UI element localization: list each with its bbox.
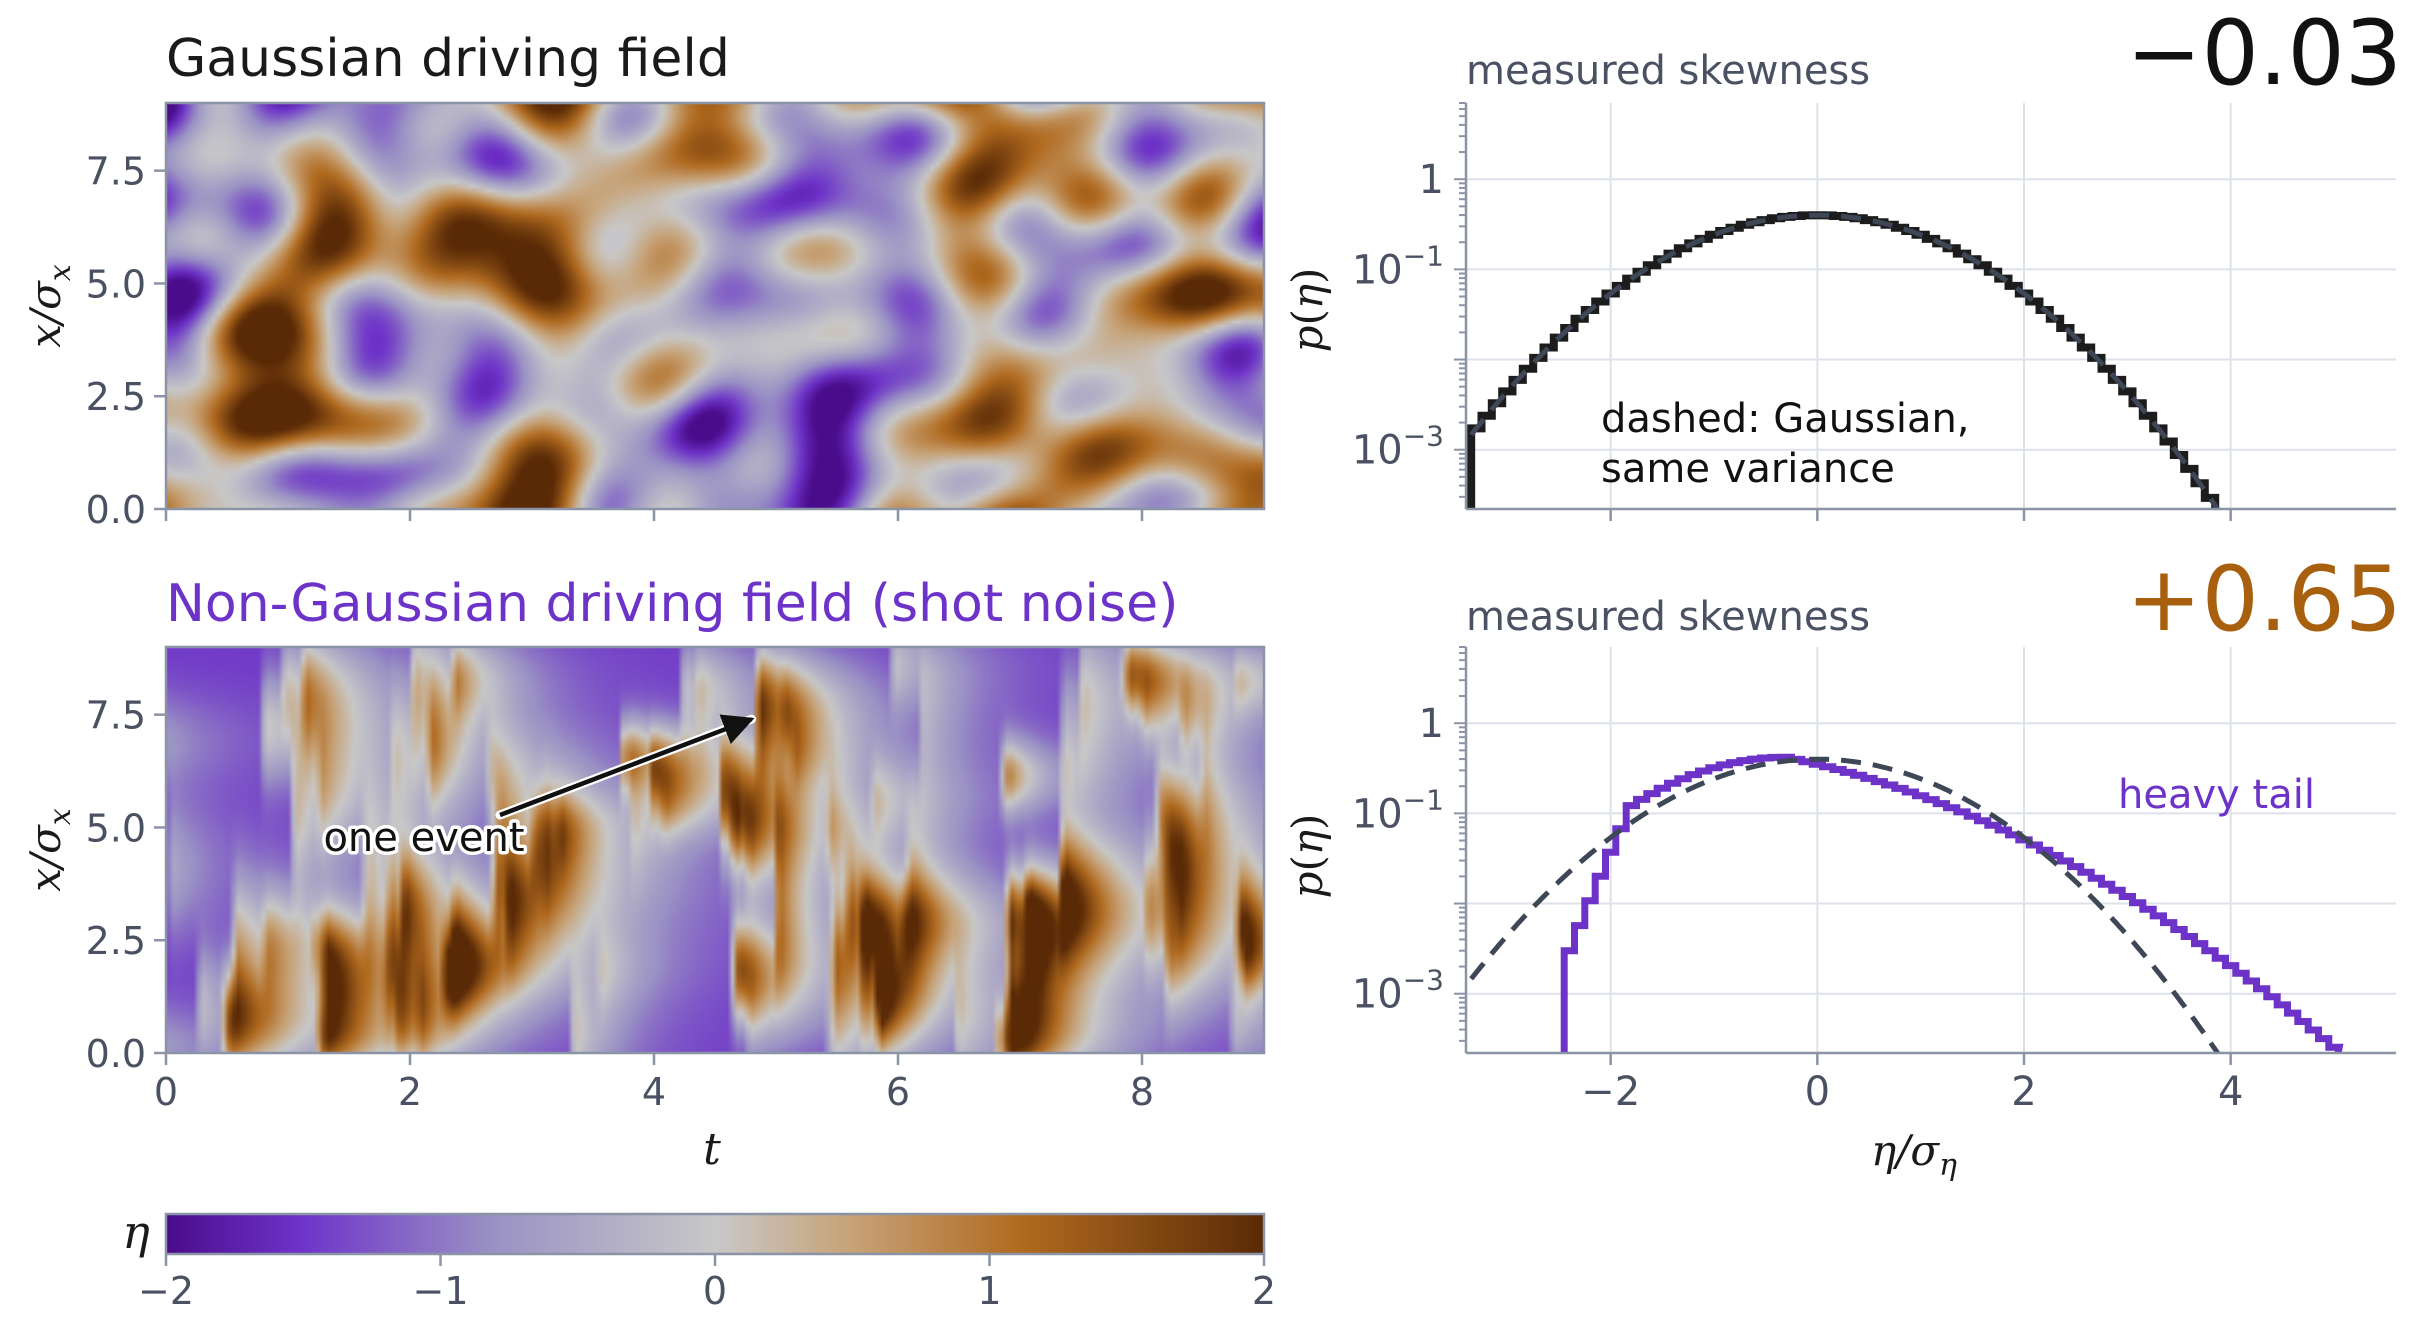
- hist-shotnoise-xlabel: η/ση: [1871, 1126, 1957, 1183]
- hist-shotnoise-subtitle: measured skewness: [1466, 594, 1870, 640]
- ytick-label: 7.5: [86, 694, 146, 738]
- heatmap-shotnoise-ylabel: x/σx: [21, 808, 78, 892]
- ytick-label: 0.0: [86, 488, 146, 532]
- heatmap-gaussian-axes: 0.0 2.5 5.0 7.5: [86, 150, 1144, 532]
- ytick-label: 5.0: [86, 262, 146, 306]
- ytick-label: 5.0: [86, 806, 146, 850]
- colorbar-tick-label: 1: [977, 1269, 1001, 1313]
- ytick-label: 0.0: [86, 1032, 146, 1076]
- hist-gaussian-skewness: −0.03: [2126, 1, 2402, 106]
- heatmap-gaussian-ylabel: x/σx: [21, 264, 78, 348]
- colorbar-label: η: [122, 1205, 150, 1259]
- xtick-label: 4: [2218, 1069, 2243, 1115]
- heatmap-gaussian-title: Gaussian driving field: [166, 29, 730, 89]
- colorbar-tick-label: −2: [138, 1269, 194, 1313]
- gaussian-reference-dashed-line: [1469, 212, 2221, 509]
- xtick-label: 8: [1130, 1070, 1154, 1114]
- ytick-label: 10−1: [1352, 239, 1444, 293]
- histogram-step-line: [1560, 753, 2344, 1053]
- plot-area: [1467, 211, 2230, 509]
- xtick-label: 2: [398, 1070, 422, 1114]
- hist-gaussian-annotation-line1: dashed: Gaussian,: [1601, 396, 1970, 442]
- gaussian-reference-dashed-line: [1469, 756, 2221, 1053]
- hist-gaussian-plot: 1 10−1 10−3: [1352, 102, 2396, 521]
- hist-gaussian-panel: measured skewness −0.03 1 10−1 10−3 p(η) d…: [1283, 1, 2402, 521]
- heatmap-shotnoise-xlabel: t: [703, 1124, 721, 1175]
- hist-gaussian-annotation-line2: same variance: [1601, 446, 1895, 492]
- plot-area: [1469, 753, 2344, 1053]
- heatmap-shotnoise-axes: 0.0 2.5 5.0 7.5 0 2 4 6 8: [86, 694, 1155, 1114]
- colorbar-bar: [164, 1212, 1266, 1256]
- one-event-label: one event: [323, 815, 524, 861]
- hist-shotnoise-plot: 1 10−1 10−3 −2 0 2 4: [1352, 646, 2396, 1115]
- ytick-label: 2.5: [86, 919, 146, 963]
- ytick-label: 2.5: [86, 375, 146, 419]
- xtick-label: −2: [1581, 1069, 1640, 1115]
- one-event-annotation: one event: [320, 714, 757, 865]
- one-event-arrow-line: [499, 714, 755, 818]
- hist-gaussian-subtitle: measured skewness: [1466, 48, 1870, 94]
- xtick-label: 6: [886, 1070, 910, 1114]
- colorbar-ticks: −2 −1 0 1 2: [138, 1254, 1276, 1313]
- hist-shotnoise-annotation: heavy tail: [2118, 772, 2315, 818]
- heatmap-shotnoise-title: Non-Gaussian driving field (shot noise): [166, 574, 1178, 634]
- heatmap-gaussian-frame: [164, 101, 1266, 511]
- ytick-label: 1: [1419, 157, 1444, 203]
- heatmap-shotnoise-frame: [164, 645, 1266, 1055]
- heatmap-gaussian-panel: Gaussian driving field 0.0 2.5 5.0 7.5 x/σx: [21, 29, 1266, 532]
- hist-shotnoise-ylabel: p(η): [1283, 814, 1332, 899]
- ytick-label: 10−3: [1352, 964, 1444, 1018]
- xtick-label: 4: [642, 1070, 666, 1114]
- heatmap-shotnoise-panel: Non-Gaussian driving field (shot noise) …: [21, 574, 1266, 1175]
- heatmap-shotnoise-image: [166, 647, 1264, 1053]
- ytick-label: 10−1: [1352, 783, 1444, 837]
- colorbar-tick-label: 2: [1252, 1269, 1276, 1313]
- colorbar-tick-label: 0: [703, 1269, 727, 1313]
- hist-gaussian-ylabel: p(η): [1283, 268, 1332, 353]
- hist-shotnoise-skewness: +0.65: [2126, 547, 2402, 652]
- colorbar: η −2 −1 0 1 2: [122, 1205, 1276, 1313]
- xtick-label: 0: [154, 1070, 178, 1114]
- xtick-label: 0: [1805, 1069, 1830, 1115]
- ytick-label: 1: [1419, 701, 1444, 747]
- colorbar-tick-label: −1: [412, 1269, 468, 1313]
- ytick-label: 10−3: [1352, 420, 1444, 474]
- hist-shotnoise-panel: measured skewness +0.65 1 10−1 10−3 −2 0 2 4 p…: [1283, 547, 2402, 1183]
- heatmap-gaussian-image: [166, 103, 1264, 509]
- xtick-label: 2: [2011, 1069, 2036, 1115]
- ytick-label: 7.5: [86, 150, 146, 194]
